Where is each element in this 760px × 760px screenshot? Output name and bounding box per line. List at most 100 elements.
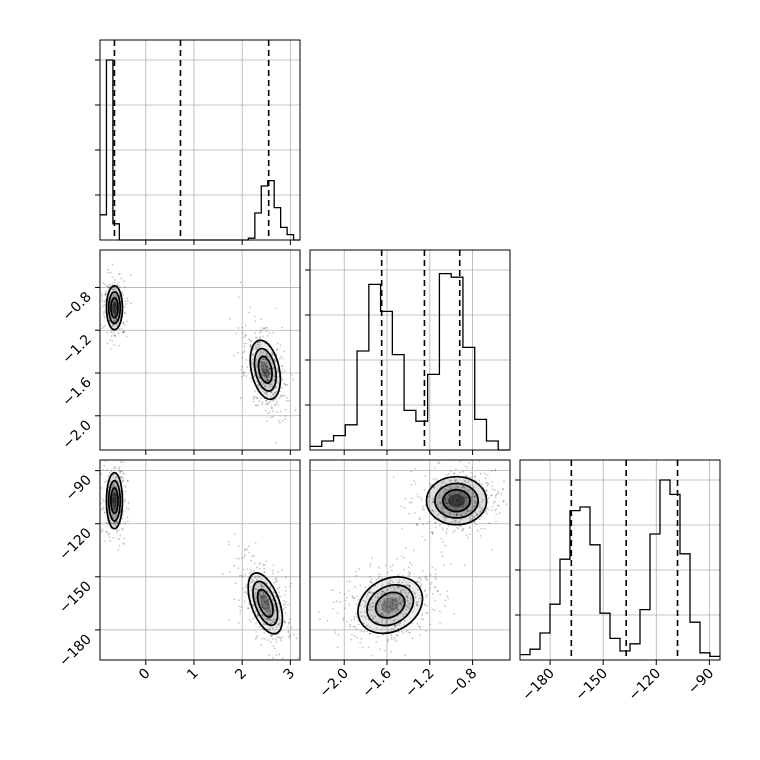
scatter-point	[382, 633, 384, 636]
scatter-point	[408, 602, 411, 605]
scatter-point	[339, 601, 342, 603]
scatter-point	[112, 294, 115, 297]
scatter-point	[463, 486, 466, 489]
scatter-point	[417, 601, 420, 604]
scatter-point	[470, 515, 473, 517]
scatter-point	[464, 496, 467, 499]
scatter-point	[454, 503, 457, 506]
mode-1-contour	[105, 471, 124, 530]
scatter-point	[260, 397, 263, 400]
scatter-point	[237, 352, 239, 354]
scatter-point	[254, 320, 257, 323]
scatter-point	[387, 571, 389, 574]
scatter-point	[495, 493, 498, 495]
mode-1-density	[110, 296, 119, 319]
scatter-point	[244, 548, 247, 551]
scatter-point	[445, 532, 448, 535]
scatter-point	[265, 377, 268, 380]
scatter-point	[483, 527, 486, 530]
scatter-point	[284, 418, 287, 420]
scatter-point	[381, 583, 384, 586]
scatter-point	[284, 586, 287, 589]
scatter-point	[265, 582, 268, 584]
scatter-point	[337, 633, 340, 636]
scatter-point	[114, 497, 117, 499]
scatter-point	[113, 282, 116, 284]
scatter-point	[406, 604, 408, 607]
scatter-point	[114, 515, 117, 518]
scatter-point	[426, 605, 428, 607]
scatter-point	[441, 555, 444, 558]
scatter-point	[115, 493, 117, 496]
scatter-point	[242, 351, 245, 354]
scatter-point	[360, 637, 363, 640]
scatter-point	[395, 611, 397, 614]
scatter-point	[112, 308, 114, 311]
scatter-point	[411, 622, 413, 625]
mode-1-contour	[110, 297, 119, 319]
scatter-point	[125, 335, 128, 338]
scatter-point	[407, 584, 409, 587]
scatter-point	[253, 375, 256, 378]
scatter-point	[421, 508, 424, 511]
scatter-point	[262, 607, 265, 610]
scatter-point	[262, 622, 265, 625]
scatter-point	[486, 474, 489, 476]
scatter-point	[287, 626, 289, 628]
scatter-point	[121, 527, 123, 530]
scatter-point	[242, 588, 245, 590]
scatter-point	[413, 480, 416, 483]
scatter-parameter-1-vs-3: 0 1 2 3−180−150−120−90	[56, 459, 301, 683]
scatter-point	[394, 599, 396, 602]
scatter-point	[490, 494, 492, 497]
scatter-point	[449, 521, 452, 524]
scatter-point	[115, 476, 117, 479]
histogram-steps	[520, 479, 720, 658]
scatter-point	[107, 533, 110, 536]
scatter-point	[109, 271, 112, 274]
scatter-point	[274, 404, 276, 407]
scatter-point	[439, 610, 441, 613]
scatter-point	[270, 635, 273, 637]
scatter-point	[262, 382, 265, 385]
scatter-point	[438, 494, 441, 496]
scatter-point	[287, 630, 290, 632]
scatter-point	[264, 601, 267, 603]
scatter-point	[103, 316, 106, 319]
scatter-point	[260, 585, 263, 587]
scatter-point	[93, 326, 95, 328]
scatter-point	[113, 309, 116, 312]
scatter-point	[106, 469, 109, 471]
scatter-point	[434, 522, 437, 525]
scatter-point	[393, 624, 396, 627]
scatter-point	[268, 628, 271, 631]
scatter-point	[264, 596, 267, 598]
scatter-point	[440, 507, 443, 510]
scatter-point	[408, 584, 410, 587]
scatter-point	[377, 577, 380, 580]
scatter-point	[386, 606, 389, 609]
scatter-point	[491, 470, 493, 472]
scatter-point	[460, 513, 462, 516]
scatter-point	[259, 625, 261, 628]
scatter-point	[272, 618, 275, 621]
scatter-point	[117, 537, 119, 540]
scatter-point	[383, 649, 386, 652]
scatter-point	[266, 369, 269, 371]
scatter-point	[434, 521, 437, 524]
scatter-point	[120, 469, 122, 472]
scatter-point	[405, 593, 407, 595]
scatter-point	[374, 602, 376, 604]
scatter-point	[416, 604, 419, 607]
scatter-point	[424, 576, 427, 579]
scatter-point	[116, 522, 119, 524]
scatter-point	[406, 600, 409, 603]
scatter-point	[408, 631, 411, 634]
scatter-point	[530, 482, 532, 484]
scatter-point	[437, 590, 439, 592]
scatter-point	[391, 599, 394, 601]
scatter-point	[376, 596, 379, 599]
scatter-point	[364, 586, 367, 588]
scatter-point	[272, 395, 275, 398]
scatter-point	[275, 580, 277, 583]
